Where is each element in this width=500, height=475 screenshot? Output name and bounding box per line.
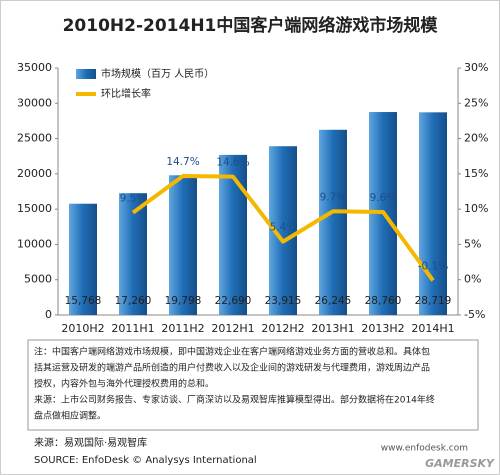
note: 盘点做相应调整。 — [34, 410, 106, 422]
notes-box — [27, 339, 479, 431]
chart-title: 2010H2-2014H1中国客户端网络游戏市场规模 — [63, 15, 439, 36]
y-tick-label: 10000 — [17, 237, 52, 250]
bar-label: 19,798 — [165, 295, 202, 307]
bar-label: 28,760 — [365, 295, 402, 307]
y-tick-label: 15000 — [17, 202, 52, 215]
x-tick-label: 2013H2 — [361, 322, 404, 335]
x-tick-label: 2013H1 — [311, 322, 354, 335]
y-tick-label: 20000 — [17, 167, 52, 180]
note: 授权，内容外包与海外代理授权费用的总和。 — [34, 378, 214, 390]
x-tick-label: 2014H1 — [411, 322, 454, 335]
y2-tick-label: 10% — [464, 202, 488, 215]
y-tick-label: 25000 — [17, 132, 52, 145]
source: 来源：易观国际·易观智库 — [34, 436, 147, 449]
bar-label: 23,915 — [265, 295, 302, 307]
note: 注：中国客户端网络游戏市场规模，即中国游戏企业在客户端网络游戏业务方面的营收总和… — [34, 346, 430, 358]
legend-swatch — [76, 69, 96, 79]
bar — [119, 193, 147, 315]
legend-label: 市场规模（百万 人民币） — [101, 67, 214, 80]
y2-tick-label: 5% — [464, 237, 481, 250]
bar-label: 22,690 — [215, 295, 252, 307]
bar-label: 26,245 — [315, 295, 352, 307]
note: 来源：上市公司财务报告、专家访谈、厂商深访以及易观智库推算模型得出。部分数据将在… — [34, 394, 435, 406]
bar — [69, 203, 97, 315]
watermark: www.enfodesk.com — [381, 444, 468, 454]
y2-tick-label: 30% — [464, 61, 488, 74]
y2-tick-label: 20% — [464, 132, 488, 145]
line-label: 9.7% — [320, 191, 347, 203]
y-tick-label: 35000 — [17, 61, 52, 74]
x-tick-label: 2010H2 — [61, 322, 104, 335]
source: SOURCE: EnfoDesk © Analysys Internationa… — [34, 455, 257, 466]
bar-label: 15,768 — [65, 295, 102, 307]
bar — [419, 112, 447, 315]
bar — [169, 175, 197, 315]
y2-tick-label: 25% — [464, 96, 488, 109]
y2-tick-label: 0% — [464, 273, 481, 286]
line-label: -0.1% — [418, 260, 448, 272]
watermark: GAMERSKY — [425, 457, 495, 470]
bar-label: 28,719 — [415, 295, 452, 307]
x-tick-label: 2011H1 — [111, 322, 154, 335]
line-label: 14.7% — [166, 156, 199, 168]
line-label: 14.6% — [216, 157, 249, 169]
line — [131, 173, 435, 282]
bar — [219, 154, 247, 315]
x-tick-label: 2011H2 — [161, 322, 204, 335]
bar — [319, 129, 347, 315]
y-tick-label: 30000 — [17, 96, 52, 109]
y2-tick-label: -5% — [464, 308, 485, 321]
y-tick-label: 5000 — [24, 273, 52, 286]
line-label: 5.4% — [270, 222, 297, 234]
legend-label: 环比增长率 — [101, 87, 151, 100]
bar-label: 17,260 — [115, 295, 152, 307]
x-tick-label: 2012H1 — [211, 322, 254, 335]
line-label: 9.5% — [120, 193, 147, 205]
y2-tick-label: 15% — [464, 167, 488, 180]
note: 括其运营及研发的端游产品所创造的用户付费收入以及企业间的游戏研发与代理费用，游戏… — [34, 362, 430, 374]
y-tick-label: 0 — [45, 308, 52, 321]
line-label: 9.6% — [370, 192, 397, 204]
x-tick-label: 2012H2 — [261, 322, 304, 335]
